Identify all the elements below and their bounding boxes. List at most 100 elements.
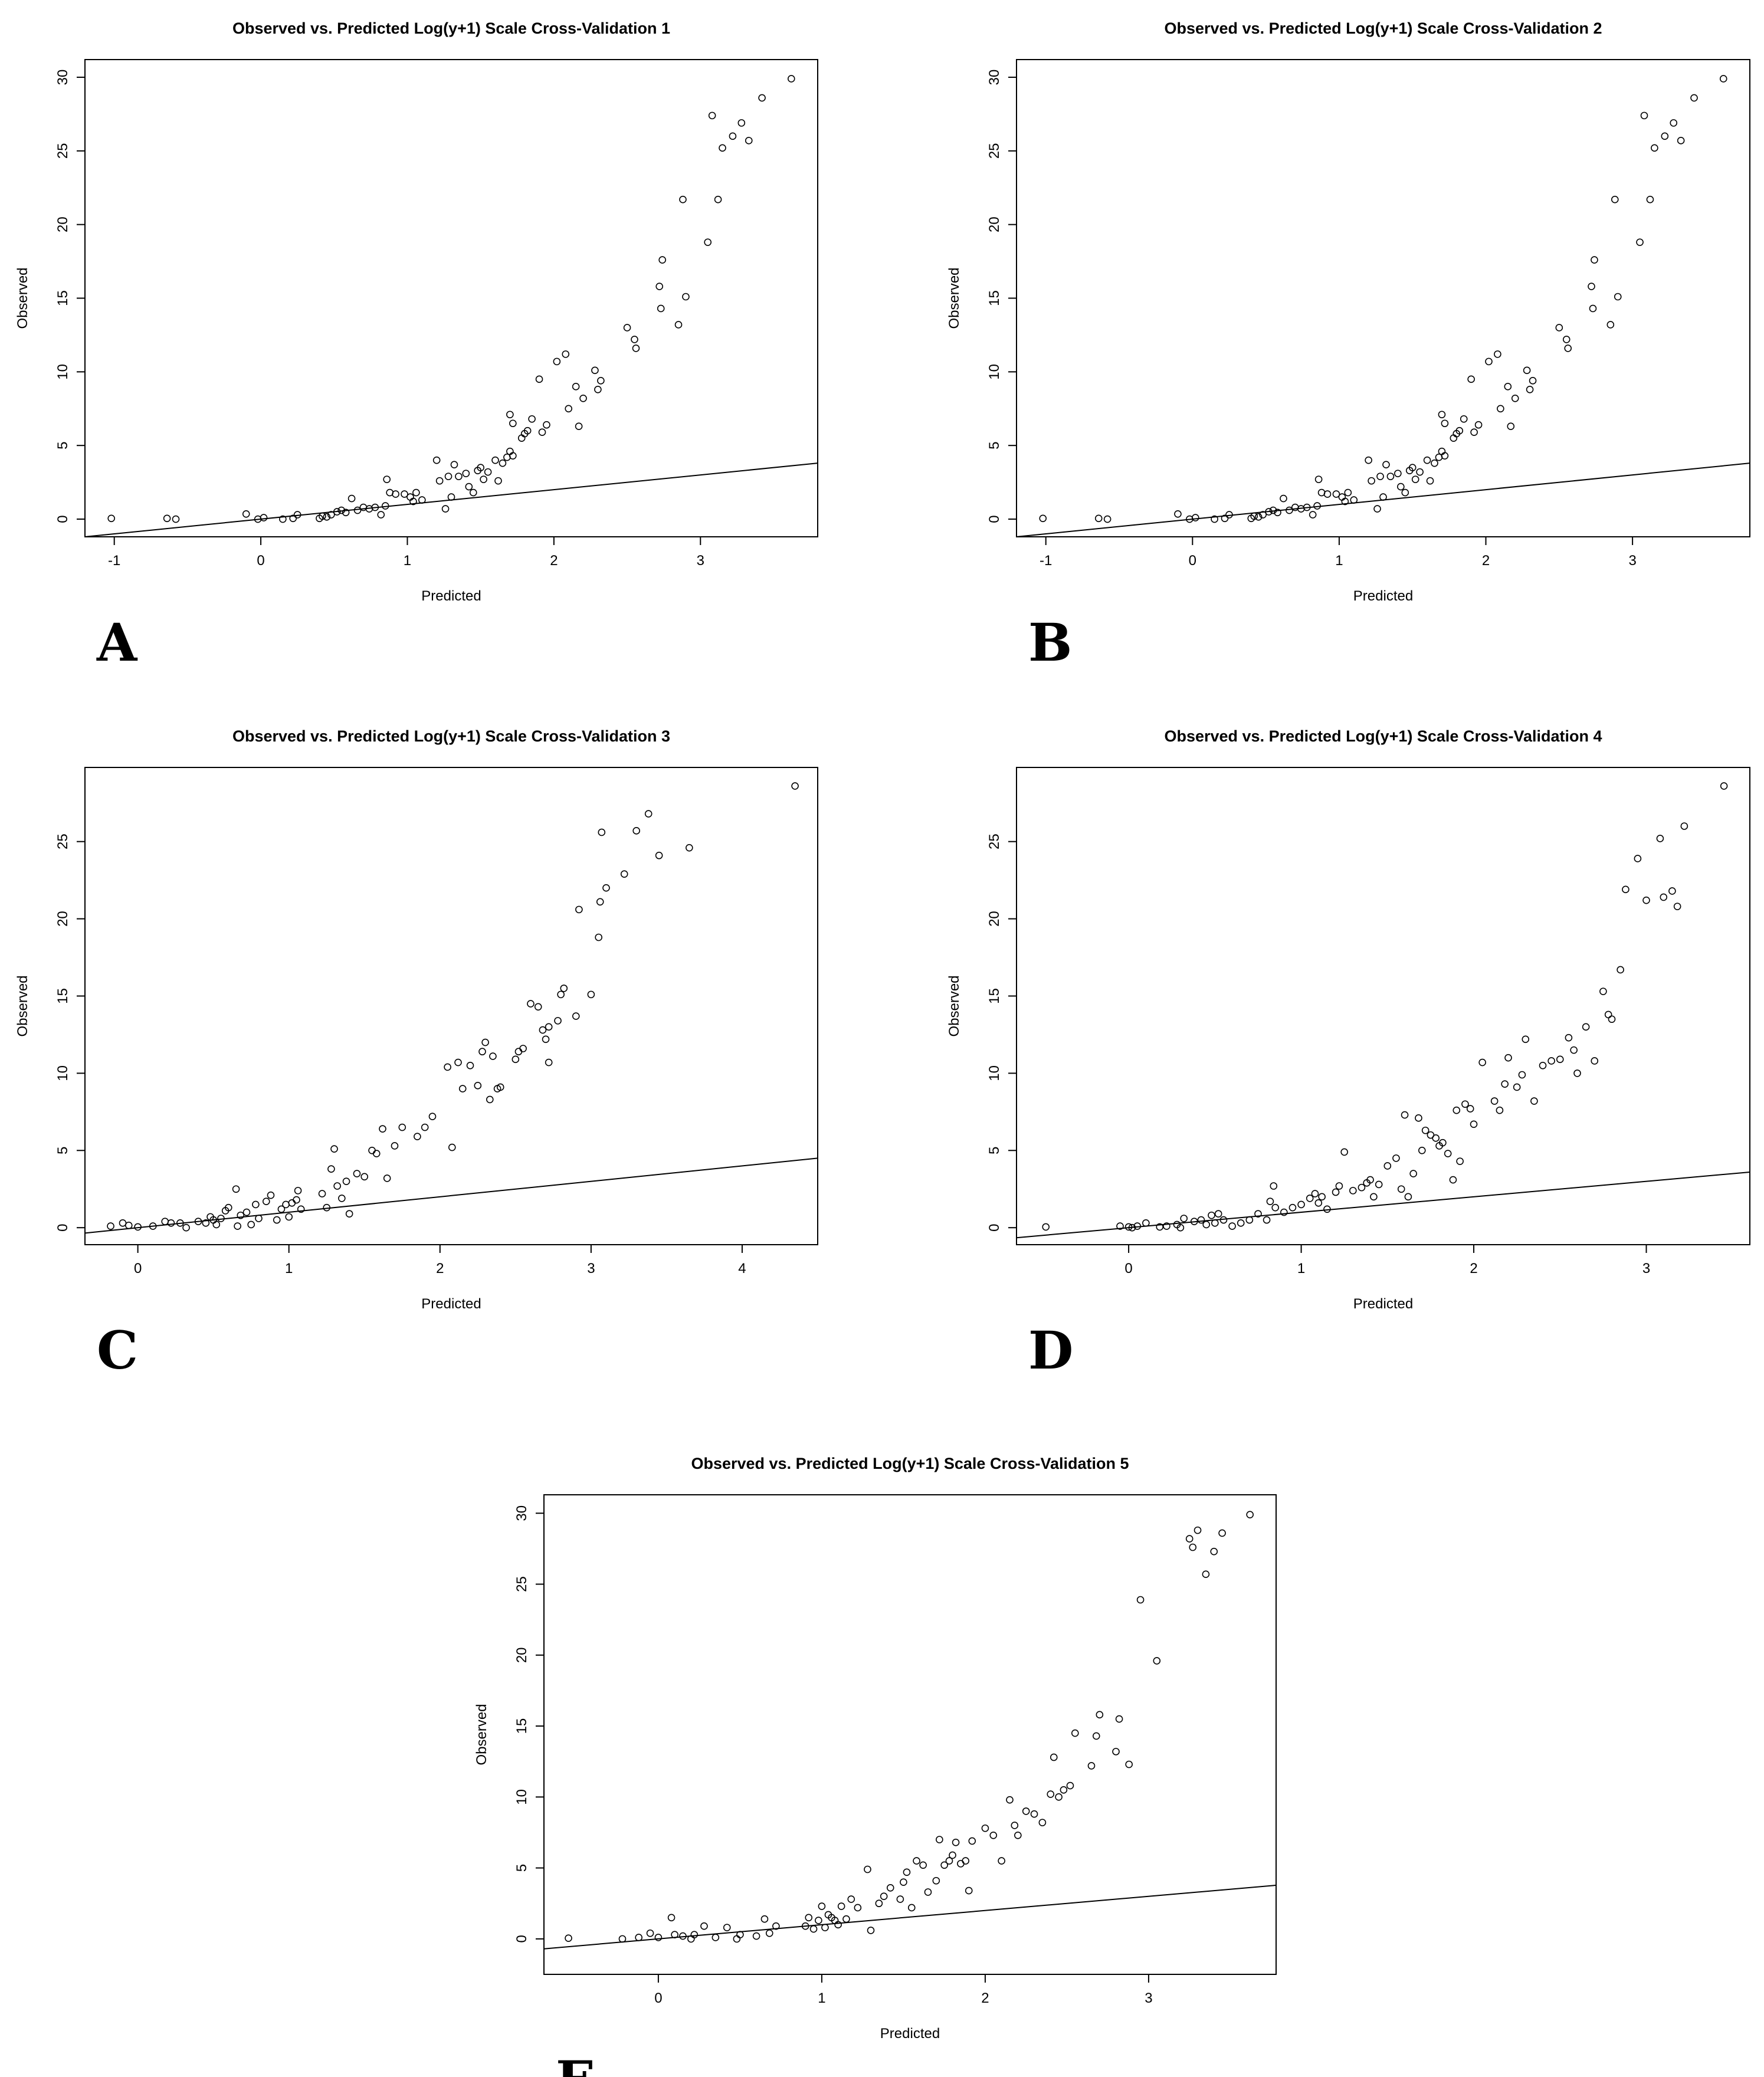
panel-e-data-point [801, 1922, 809, 1930]
panel-c-data-point [360, 1173, 369, 1181]
panel-c-data-point [572, 1012, 580, 1020]
panel-d-reference-line [1016, 1171, 1750, 1239]
panel-d-data-point [1470, 1120, 1478, 1128]
panel-c-data-point [512, 1055, 520, 1064]
panel-c-data-point [519, 1045, 527, 1052]
panel-d-data-point [1237, 1219, 1245, 1227]
panel-e-data-point [1066, 1781, 1074, 1790]
panel-e-data-point [900, 1878, 907, 1886]
panel-d-data-point [1318, 1193, 1326, 1201]
panel-d-data-point [1522, 1035, 1530, 1044]
panel-d-data-point [1720, 782, 1728, 790]
panel-e-data-point [667, 1914, 676, 1922]
panel-a-data-point [347, 494, 356, 503]
panel-c-data-point [545, 1023, 553, 1031]
panel-b-data-point [1611, 195, 1619, 204]
panel-d-data-point [1501, 1080, 1509, 1088]
panel-b-data-point [1221, 514, 1229, 523]
panel-d-data-point [1323, 1205, 1331, 1213]
panel-c-data-point [224, 1203, 232, 1212]
panel-e-data-point [1112, 1748, 1120, 1756]
panel-c-data-point [167, 1219, 175, 1227]
panel-b-data-point [1365, 456, 1372, 464]
panel-e-data-point [723, 1924, 731, 1931]
panel-d-data-point [1642, 896, 1650, 904]
panel-b-data-point [1526, 386, 1534, 393]
panel-a-y-tick-label: 25 [55, 143, 71, 159]
panel-c-data-point [293, 1196, 300, 1204]
panel-b-data-point [1269, 506, 1277, 514]
panel-e-data-point [1096, 1711, 1104, 1719]
panel-e-x-tick-label: 0 [654, 1990, 662, 2006]
panel-c-data-point [428, 1113, 437, 1120]
panel-a-x-tick-label: -1 [108, 553, 120, 569]
panel-b-data-point [1719, 75, 1727, 83]
panel-c-data-point [620, 870, 628, 878]
panel-c-data-point [448, 1143, 456, 1151]
panel-e-data-point [1189, 1543, 1197, 1551]
panel-e-data-point [1185, 1535, 1194, 1543]
panel-a-data-point [632, 344, 640, 352]
panel-d-data-point [1332, 1188, 1340, 1196]
panel-e-data-point [618, 1935, 627, 1943]
panel-d-data-point [1530, 1097, 1538, 1105]
panel-a-data-point [572, 383, 580, 391]
panel-d-data-point [1539, 1061, 1547, 1069]
panel-a-data-point [342, 508, 350, 517]
panel-d-data-point [1270, 1182, 1278, 1190]
panel-e-y-axis-label: Observed [474, 1704, 490, 1765]
panel-d-data-point [1214, 1210, 1222, 1218]
panel-d-data-point [1418, 1146, 1426, 1154]
panel-e-data-point [733, 1935, 741, 1943]
panel-c-data-point [262, 1197, 270, 1205]
panel-a-data-point [787, 75, 795, 83]
panel-e-data-point [875, 1899, 883, 1908]
panel-d-data-point [1383, 1162, 1392, 1170]
panel-c-data-point [327, 1165, 335, 1173]
panel-d-data-point [1340, 1148, 1348, 1156]
panel-d-data-point [1656, 835, 1664, 842]
panel-b-data-point [1606, 321, 1615, 329]
panel-c-data-point [124, 1221, 133, 1229]
panel-e-data-point [1050, 1753, 1058, 1761]
panel-e-data-point [924, 1888, 932, 1896]
panel-c-data-point [182, 1223, 190, 1232]
panel-d-data-point [1042, 1223, 1050, 1231]
panel-a-data-point [383, 475, 391, 483]
panel-a-data-point [658, 256, 666, 264]
panel-b-data-point [1588, 283, 1595, 290]
panel-a-data-point [289, 514, 297, 523]
panel-e-data-point [949, 1851, 956, 1859]
panel-c-reference-line [84, 1157, 818, 1234]
panel-b-data-point [1250, 512, 1258, 520]
panel-a-data-point [484, 468, 492, 476]
panel-a-data-point [679, 195, 687, 204]
panel-d-y-tick-label: 5 [986, 1147, 1002, 1154]
panel-d-data-point [1409, 1170, 1417, 1177]
panel-a-data-point [319, 512, 326, 520]
panel-d-data-point [1202, 1220, 1211, 1229]
panel-a-data-point [377, 511, 385, 519]
panel-c-data-point [554, 1017, 562, 1025]
panel-b-data-point [1373, 505, 1381, 513]
panel-d-data-point [1271, 1203, 1280, 1212]
panel-c-data-point [575, 905, 583, 914]
panel-a-letter: A [96, 612, 138, 673]
panel-b-x-tick-label: 2 [1482, 553, 1490, 569]
panel-d-data-point [1591, 1057, 1599, 1065]
panel-c-data-point [285, 1213, 293, 1221]
panel-e-data-point [842, 1915, 850, 1923]
panel-b-data-point [1677, 137, 1685, 145]
panel-e-data-point [952, 1839, 960, 1846]
panel-b-data-point [1408, 464, 1417, 471]
panel-c-data-point [557, 990, 565, 999]
panel-c-x-axis-label: Predicted [421, 1296, 481, 1312]
panel-e-data-point [998, 1857, 1005, 1865]
panel-d-data-point [1680, 822, 1688, 830]
panel-b-data-point [1394, 470, 1402, 477]
panel-c-data-point [560, 985, 568, 992]
panel-c-data-point [444, 1063, 451, 1071]
panel-c-data-point [237, 1211, 245, 1219]
panel-a-data-point [491, 456, 499, 464]
panel-b-data-point [1494, 350, 1501, 358]
